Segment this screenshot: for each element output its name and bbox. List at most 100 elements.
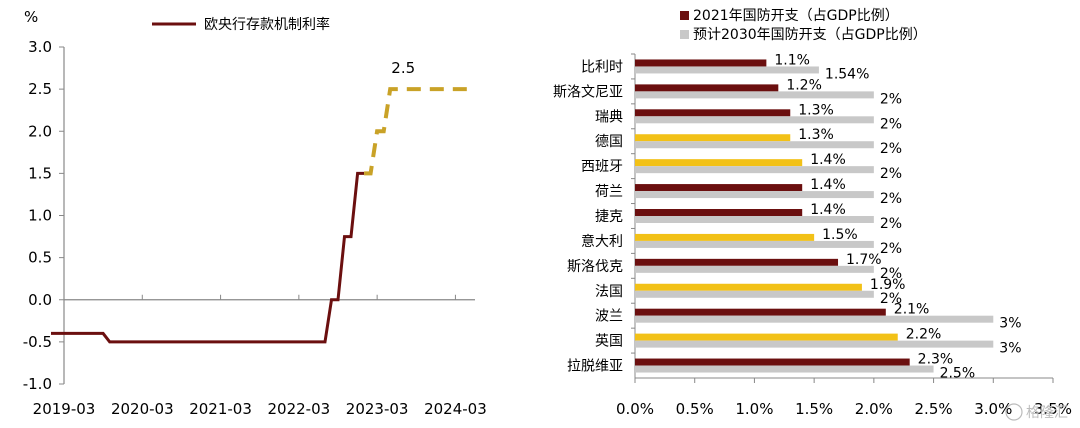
x-tick-label: 2023-03 — [346, 400, 409, 418]
category-label: 比利时 — [581, 59, 623, 75]
legend-swatch-2030 — [680, 30, 689, 39]
x-tick-label: 2.5% — [915, 400, 953, 418]
bar-2021-label: 1.4% — [810, 202, 846, 218]
x-tick-label: 2020-03 — [111, 400, 174, 418]
category-label: 法国 — [595, 284, 623, 300]
bar-2030-label: 1.54% — [825, 66, 869, 82]
bar-2021-label: 1.1% — [774, 52, 810, 68]
category-label: 英国 — [595, 333, 623, 350]
bar-2030-label: 3% — [999, 341, 1021, 357]
bar-2030-label: 2% — [880, 291, 902, 307]
bar-2030-label: 2% — [880, 216, 902, 232]
x-tick-label: 0.5% — [676, 400, 714, 418]
bar-2021 — [635, 358, 910, 366]
bar-2030-label: 2% — [880, 191, 902, 207]
x-tick-label: 3.0% — [974, 400, 1012, 418]
bar-2030 — [635, 91, 874, 99]
defense-spending-chart: 0.0% 0.5% 1.0% 1.5% 2.0% 2.5% 3.0% 3.5% 比利时 1.1% 1… — [553, 8, 1072, 421]
y-tick-label: 2.0 — [28, 122, 52, 140]
category-label: 瑞典 — [595, 109, 623, 125]
category-label: 波兰 — [595, 309, 623, 325]
bar-2021 — [635, 109, 791, 117]
bar-2021-label: 1.7% — [846, 252, 882, 268]
series-line-forecast — [364, 87, 475, 176]
y-tick-label: -1.0 — [23, 375, 52, 393]
bar-2030-label: 2% — [880, 166, 902, 182]
bar-2030 — [635, 315, 994, 323]
bar-2021-label: 1.9% — [870, 277, 906, 293]
bar-2021 — [635, 184, 803, 192]
category-label: 意大利 — [581, 233, 623, 250]
y-axis-unit: % — [24, 8, 38, 26]
bar-2030 — [635, 340, 994, 348]
x-tick-label: 1.0% — [735, 400, 773, 418]
bar-2030 — [635, 290, 874, 298]
watermark-logo — [1005, 403, 1023, 421]
bar-2030-label: 2% — [880, 91, 902, 107]
bar-2030-label: 2.5% — [940, 366, 976, 382]
x-tick-label: 2022-03 — [268, 400, 331, 418]
category-label: 斯洛伐克 — [567, 259, 623, 275]
bar-2030 — [635, 166, 874, 174]
category-label: 荷兰 — [595, 184, 623, 200]
x-tick-label: 2021-03 — [189, 400, 252, 418]
legend-label: 欧央行存款机制利率 — [204, 16, 330, 33]
bar-2030-label: 2% — [880, 116, 902, 132]
bar-2021 — [635, 134, 791, 142]
bar-2030 — [635, 191, 874, 199]
y-tick-label: 0.5 — [28, 249, 52, 267]
bar-2030 — [635, 116, 874, 124]
bar-2021-label: 1.2% — [786, 77, 822, 93]
x-tick-label: 2.0% — [855, 400, 893, 418]
x-tick-label: 2019-03 — [33, 400, 96, 418]
bar-2021-label: 2.2% — [906, 327, 942, 343]
bar-2021-label: 1.3% — [798, 127, 834, 143]
bar-2030-label: 2% — [880, 241, 902, 257]
watermark-text: 格隆汇 — [1026, 405, 1068, 421]
bar-2021 — [635, 84, 779, 92]
series-line-rate — [51, 171, 365, 344]
bar-2021-label: 1.3% — [798, 102, 834, 118]
bar-2030 — [635, 365, 934, 373]
annotation-label: 2.5 — [391, 59, 415, 77]
y-tick-label: 1.5 — [28, 164, 52, 182]
bar-2021 — [635, 209, 803, 216]
y-tick-label: 0.0 — [28, 291, 52, 309]
bar-2021-label: 2.3% — [918, 352, 954, 368]
y-tick-label: 3.0 — [28, 38, 52, 56]
bar-2030 — [635, 141, 874, 149]
bar-2021-label: 1.4% — [810, 152, 846, 168]
bar-2021-label: 2.1% — [894, 302, 930, 318]
x-tick-label: 0.0% — [616, 400, 654, 418]
bar-2030-label: 2% — [880, 141, 902, 157]
x-tick-label: 1.5% — [795, 400, 833, 418]
bar-2021 — [635, 159, 803, 167]
x-tick-label: 3.5% — [1034, 400, 1072, 418]
bar-2021 — [635, 308, 886, 316]
category-label: 斯洛文尼亚 — [553, 84, 623, 100]
bar-2030-label: 2% — [880, 266, 902, 282]
legend-label-2030: 预计2030年国防开支（占GDP比例） — [693, 27, 927, 43]
bar-2021 — [635, 333, 898, 341]
legend-label-2021: 2021年国防开支（占GDP比例） — [693, 8, 899, 24]
bar-2030 — [635, 66, 819, 74]
bar-2030 — [635, 216, 874, 223]
bar-2030 — [635, 240, 874, 248]
y-tick-label: 1.0 — [28, 207, 52, 225]
bar-2021 — [635, 59, 767, 67]
bar-2021 — [635, 233, 815, 241]
bar-2021 — [635, 283, 862, 291]
ecb-deposit-rate-chart: 3.0 2.5 2.0 1.5 1.0 0.5 0.0 -0.5 -1.0% 2019-03 202… — [23, 8, 487, 418]
bar-2030 — [635, 265, 874, 273]
bar-2021 — [635, 258, 839, 266]
bar-2021-label: 1.4% — [810, 177, 846, 193]
category-label: 拉脱维亚 — [567, 359, 623, 375]
y-tick-label: 2.5 — [28, 80, 52, 98]
legend-swatch-2021 — [680, 11, 689, 20]
category-label: 西班牙 — [581, 159, 623, 175]
bar-2021-label: 1.5% — [822, 227, 858, 243]
y-tick-label: -0.5 — [23, 333, 52, 351]
x-tick-label: 2024-03 — [424, 400, 487, 418]
category-label: 捷克 — [595, 209, 623, 225]
